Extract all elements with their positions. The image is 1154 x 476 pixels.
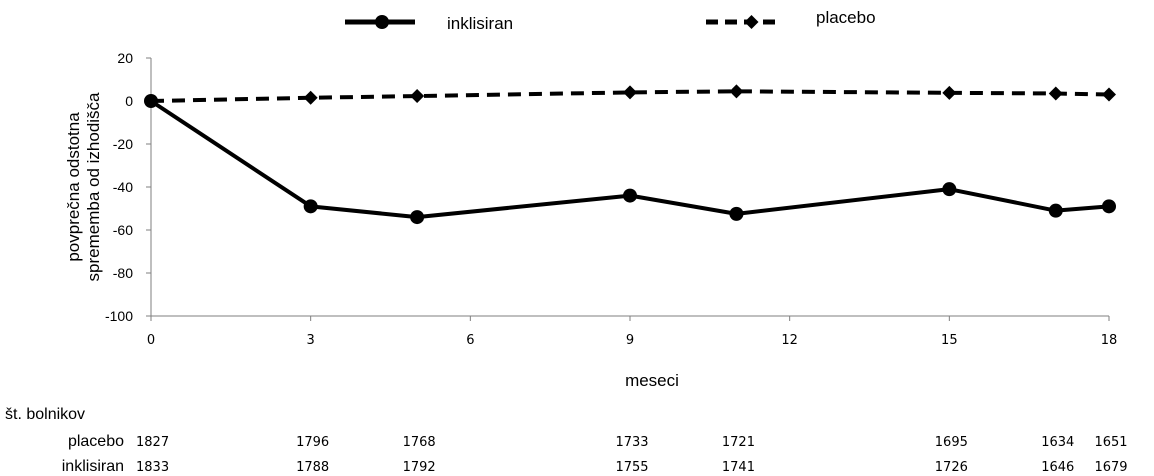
data-point-inklisiran [729, 206, 744, 221]
y-tick-label: -80 [113, 265, 133, 281]
data-point-inklisiran [303, 199, 318, 214]
series-line-placebo [150, 89, 1110, 103]
table-cell: 1695 [935, 435, 968, 450]
y-tick-label: -40 [113, 179, 133, 195]
table-cell: 1755 [615, 460, 648, 475]
data-point-inklisiran [942, 182, 957, 197]
data-point-placebo [1102, 87, 1116, 102]
table-title: št. bolnikov [5, 406, 85, 423]
table-cell: 1796 [296, 435, 329, 450]
table-row-label-inklisiran: inklisiran [62, 458, 124, 475]
y-tick-label: -100 [105, 308, 133, 324]
table-row-label-placebo: placebo [68, 433, 124, 450]
table-cell: 1646 [1041, 460, 1074, 475]
table-cell: 1651 [1094, 435, 1127, 450]
legend-label-placebo: placebo [816, 8, 876, 27]
y-tick-label: 20 [117, 50, 133, 66]
data-point-inklisiran [623, 188, 637, 203]
table-cell: 1679 [1094, 460, 1127, 475]
y-tick-label: 0 [125, 93, 133, 109]
table-cell: 1733 [615, 435, 648, 450]
data-point-placebo [1048, 86, 1063, 101]
x-axis-title: meseci [625, 371, 679, 390]
x-tick-label: 12 [781, 333, 798, 348]
legend-marker-placebo [744, 15, 759, 29]
table-cell: 1792 [403, 460, 436, 475]
x-tick-label: 3 [307, 333, 315, 348]
data-point-placebo [623, 85, 637, 100]
x-tick-label: 9 [626, 333, 634, 348]
x-tick-label: 18 [1101, 333, 1118, 348]
table-cell: 1726 [935, 460, 968, 475]
table-cell: 1741 [722, 460, 755, 475]
table-cell: 1788 [296, 460, 329, 475]
series-line-inklisiran [149, 99, 1110, 220]
x-tick-label: 15 [941, 333, 958, 348]
data-point-placebo [303, 90, 318, 105]
legend-marker-inklisiran [375, 15, 389, 29]
data-point-inklisiran [410, 210, 425, 225]
x-tick-label: 0 [147, 333, 155, 348]
table-cell: 1721 [722, 435, 755, 450]
table-cell: 1634 [1041, 435, 1074, 450]
data-point-placebo [410, 89, 425, 104]
y-tick-label: -20 [113, 136, 133, 152]
table-cell: 1833 [136, 460, 169, 475]
data-point-inklisiran [1102, 199, 1116, 214]
data-point-placebo [942, 85, 957, 100]
y-tick-label: -60 [113, 222, 133, 238]
y-axis-title-line-1: povprečna odstotna [64, 112, 83, 262]
data-point-placebo [729, 84, 744, 99]
data-point-inklisiran [144, 94, 158, 108]
table-cell: 1768 [403, 435, 436, 450]
data-point-inklisiran [1048, 203, 1063, 218]
y-axis-title-line-2: sprememba od izhodišča [84, 92, 103, 282]
legend-label-inklisiran: inklisiran [447, 14, 513, 33]
table-cell: 1827 [136, 435, 169, 450]
x-tick-label: 6 [466, 333, 474, 348]
